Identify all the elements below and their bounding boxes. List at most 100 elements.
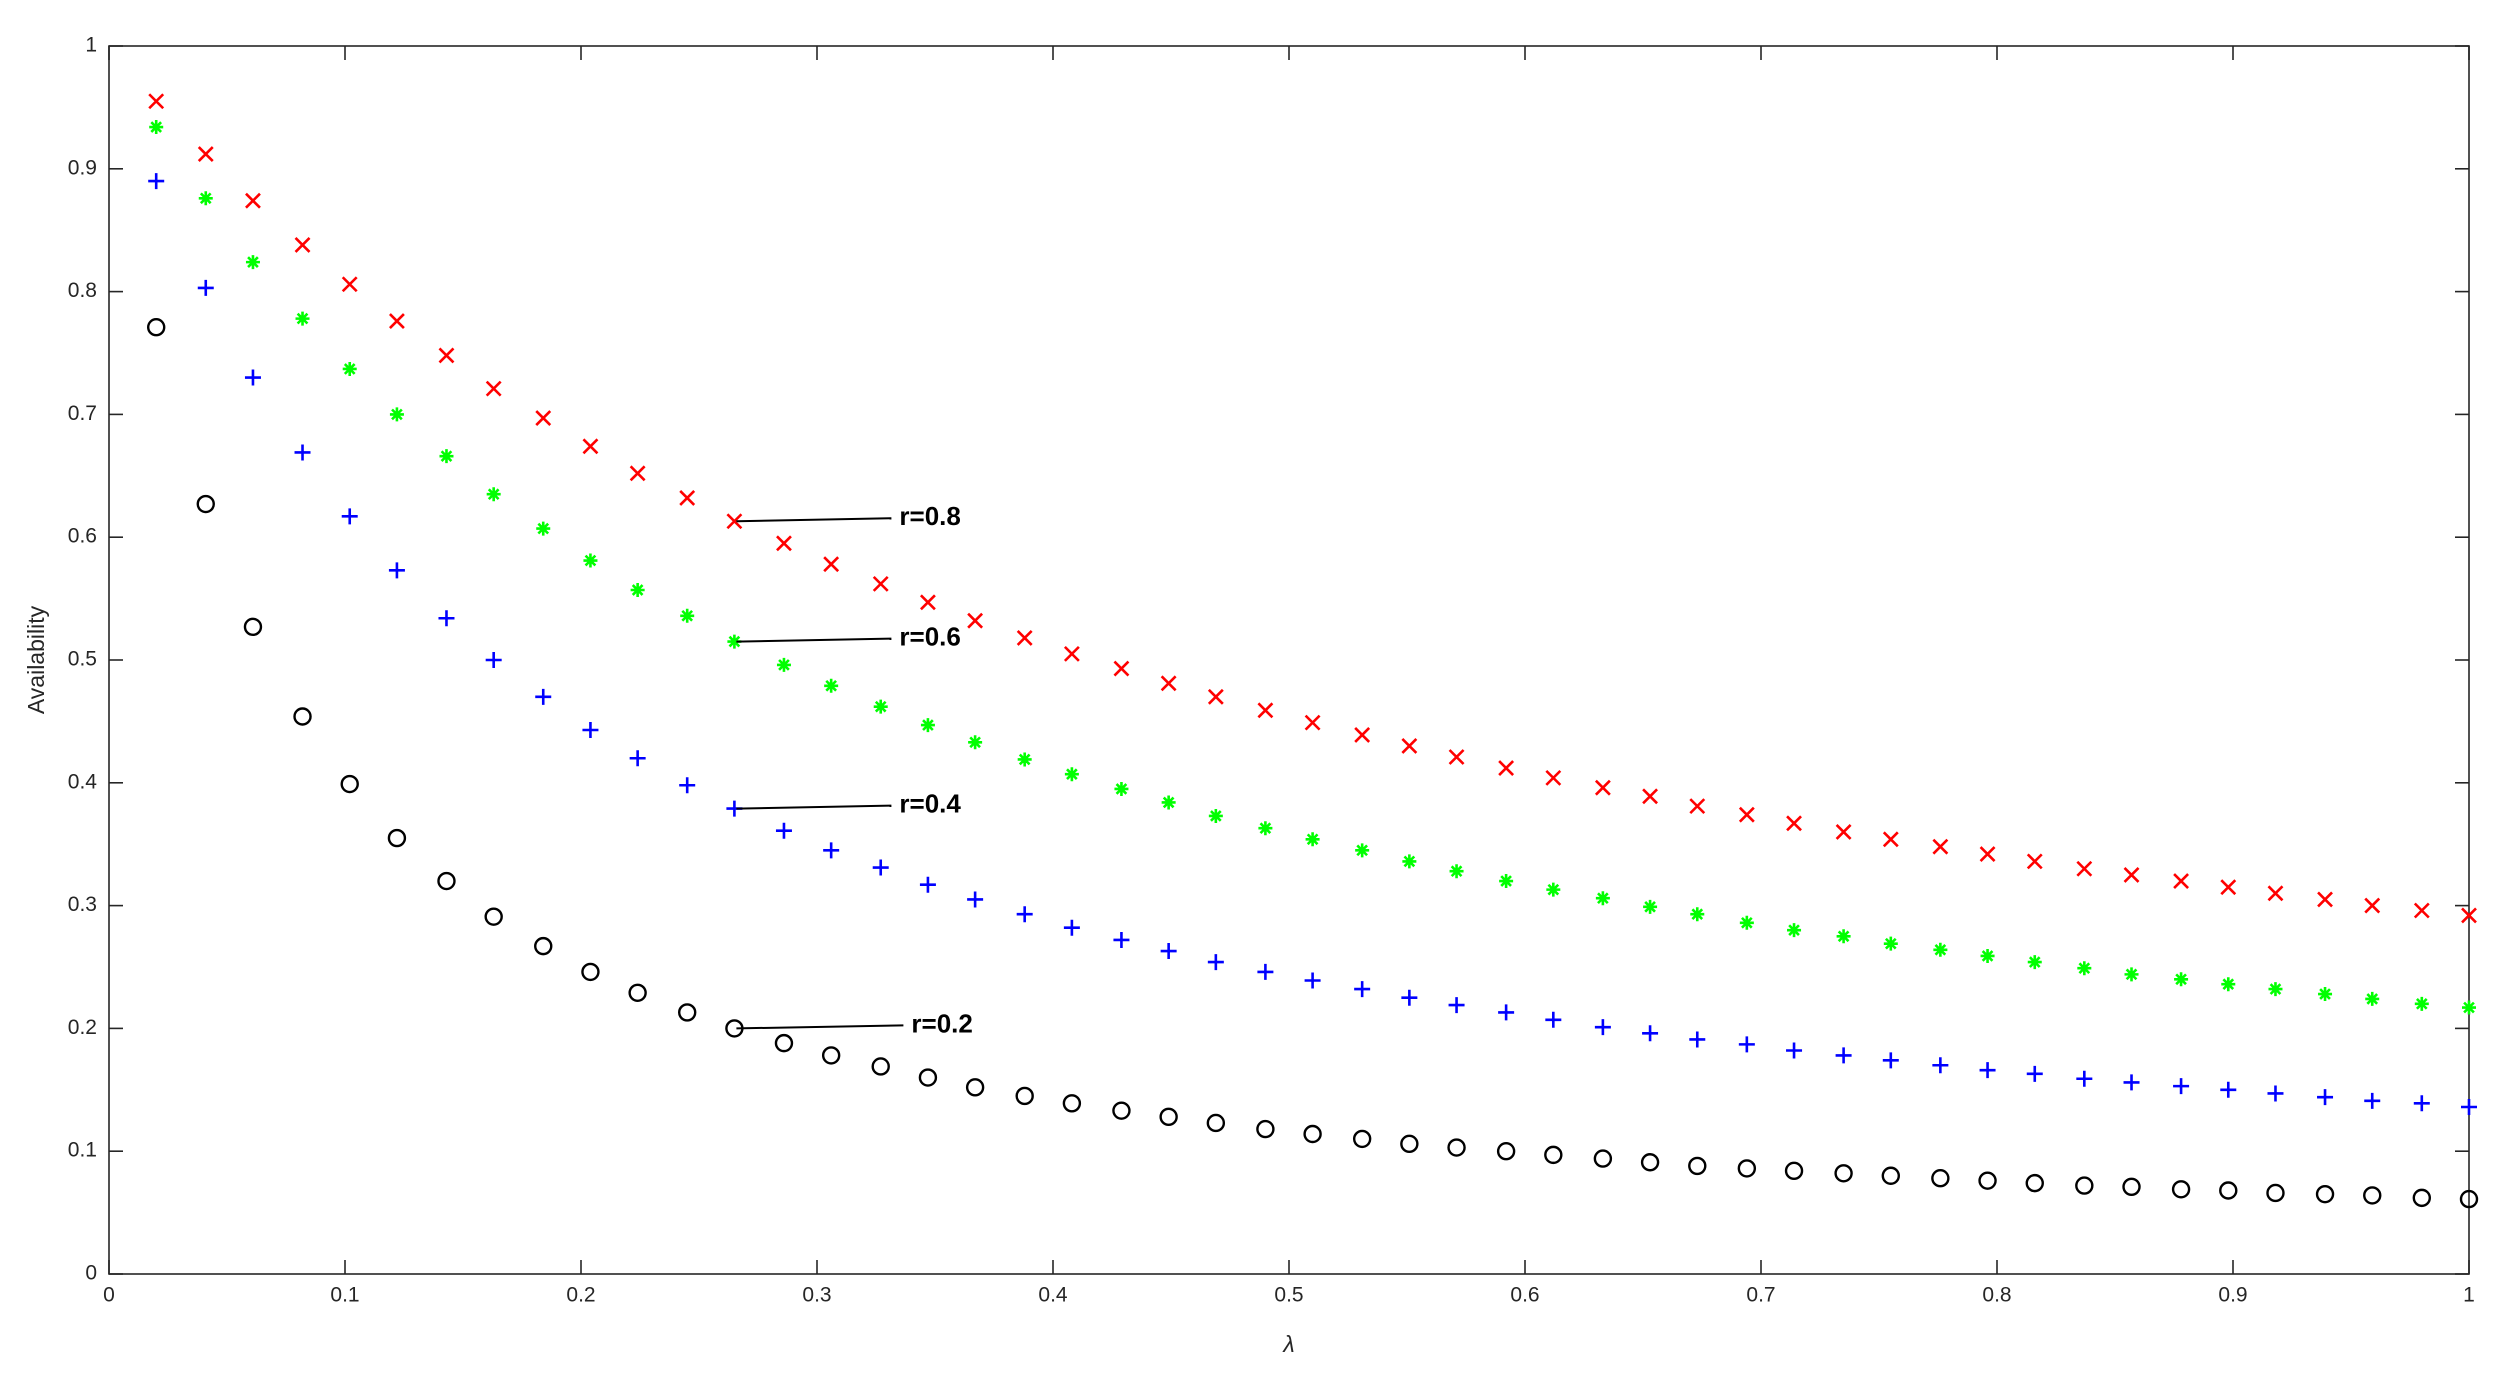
marker — [726, 513, 743, 530]
marker — [1932, 1057, 1949, 1074]
marker — [1016, 906, 1033, 923]
marker — [1546, 882, 1561, 897]
marker — [1256, 1119, 1275, 1139]
marker — [776, 535, 792, 552]
marker — [1015, 1086, 1034, 1106]
marker — [776, 657, 791, 672]
marker — [919, 876, 936, 893]
marker — [1064, 767, 1079, 782]
marker — [1933, 942, 1948, 957]
marker — [1738, 1036, 1755, 1053]
marker — [1931, 1169, 1950, 1188]
marker — [630, 583, 645, 598]
marker — [1932, 838, 1949, 855]
marker — [2364, 897, 2381, 914]
marker — [2267, 1085, 2284, 1102]
annotation: r=0.8 — [899, 501, 960, 531]
marker — [148, 93, 165, 110]
marker — [1836, 929, 1851, 944]
marker — [1207, 688, 1224, 705]
y-tick-label: 0.6 — [68, 525, 97, 548]
marker — [873, 699, 888, 714]
marker — [438, 347, 455, 364]
marker — [920, 594, 936, 611]
marker — [1063, 919, 1080, 936]
marker — [967, 612, 984, 629]
marker — [1401, 989, 1418, 1006]
marker — [628, 983, 647, 1002]
marker — [536, 521, 551, 536]
marker — [1642, 788, 1658, 805]
marker — [148, 173, 165, 190]
marker — [388, 562, 405, 579]
x-tick-label: 0.7 — [1746, 1284, 1775, 1307]
marker — [1979, 1062, 1996, 1079]
marker — [1882, 1052, 1899, 1069]
marker — [293, 707, 312, 726]
marker — [2461, 907, 2477, 924]
marker — [1448, 749, 1465, 765]
marker — [1160, 943, 1177, 960]
marker — [1159, 1107, 1178, 1127]
marker — [823, 842, 840, 859]
marker — [2221, 977, 2236, 992]
marker — [1787, 923, 1802, 938]
marker — [2365, 991, 2380, 1006]
x-tick-label: 1 — [2463, 1284, 2475, 1307]
marker — [678, 1003, 697, 1022]
marker — [1594, 779, 1611, 796]
marker — [535, 688, 552, 705]
marker — [581, 962, 600, 982]
marker — [1643, 899, 1658, 914]
marker — [1786, 815, 1802, 832]
marker — [1737, 1159, 1757, 1178]
marker — [2318, 987, 2333, 1002]
marker — [1688, 1156, 1707, 1176]
marker — [485, 652, 502, 668]
marker — [1449, 864, 1464, 879]
y-tick-label: 0.9 — [68, 156, 97, 179]
marker — [1304, 714, 1321, 731]
marker — [2315, 1184, 2335, 1204]
marker — [2075, 1176, 2094, 1195]
marker — [1881, 1166, 1901, 1185]
annotation: r=0.2 — [911, 1008, 972, 1038]
marker — [629, 750, 646, 767]
marker — [1545, 769, 1562, 786]
marker — [198, 191, 213, 206]
marker — [1448, 997, 1465, 1014]
marker — [2174, 972, 2189, 987]
marker — [1689, 798, 1706, 815]
marker — [2124, 967, 2139, 982]
marker — [1595, 891, 1610, 906]
marker — [437, 871, 456, 891]
plot-area — [108, 45, 2470, 1275]
marker — [1402, 854, 1417, 869]
marker — [1834, 1164, 1853, 1183]
marker — [389, 313, 405, 329]
marker — [2025, 1173, 2044, 1193]
y-axis-label: Availability — [23, 605, 49, 714]
marker — [1689, 1031, 1706, 1048]
annotation: r=0.6 — [899, 621, 960, 651]
x-tick-label: 0.1 — [330, 1284, 359, 1307]
marker — [2266, 1183, 2285, 1203]
marker — [1883, 936, 1898, 951]
marker — [439, 449, 454, 464]
marker — [582, 438, 599, 455]
y-tick-label: 0.5 — [68, 648, 97, 671]
marker — [2123, 1074, 2140, 1091]
marker — [1980, 948, 1995, 963]
marker — [1016, 629, 1033, 646]
marker — [341, 508, 358, 525]
marker — [967, 891, 984, 908]
marker — [2317, 891, 2333, 908]
marker — [2413, 902, 2430, 919]
y-tick-label: 0.1 — [68, 1139, 97, 1162]
marker — [1979, 846, 1996, 862]
marker — [679, 489, 696, 506]
marker — [341, 276, 358, 293]
marker — [294, 237, 311, 253]
marker — [2317, 1089, 2334, 1106]
x-tick-label: 0.8 — [1982, 1284, 2011, 1307]
